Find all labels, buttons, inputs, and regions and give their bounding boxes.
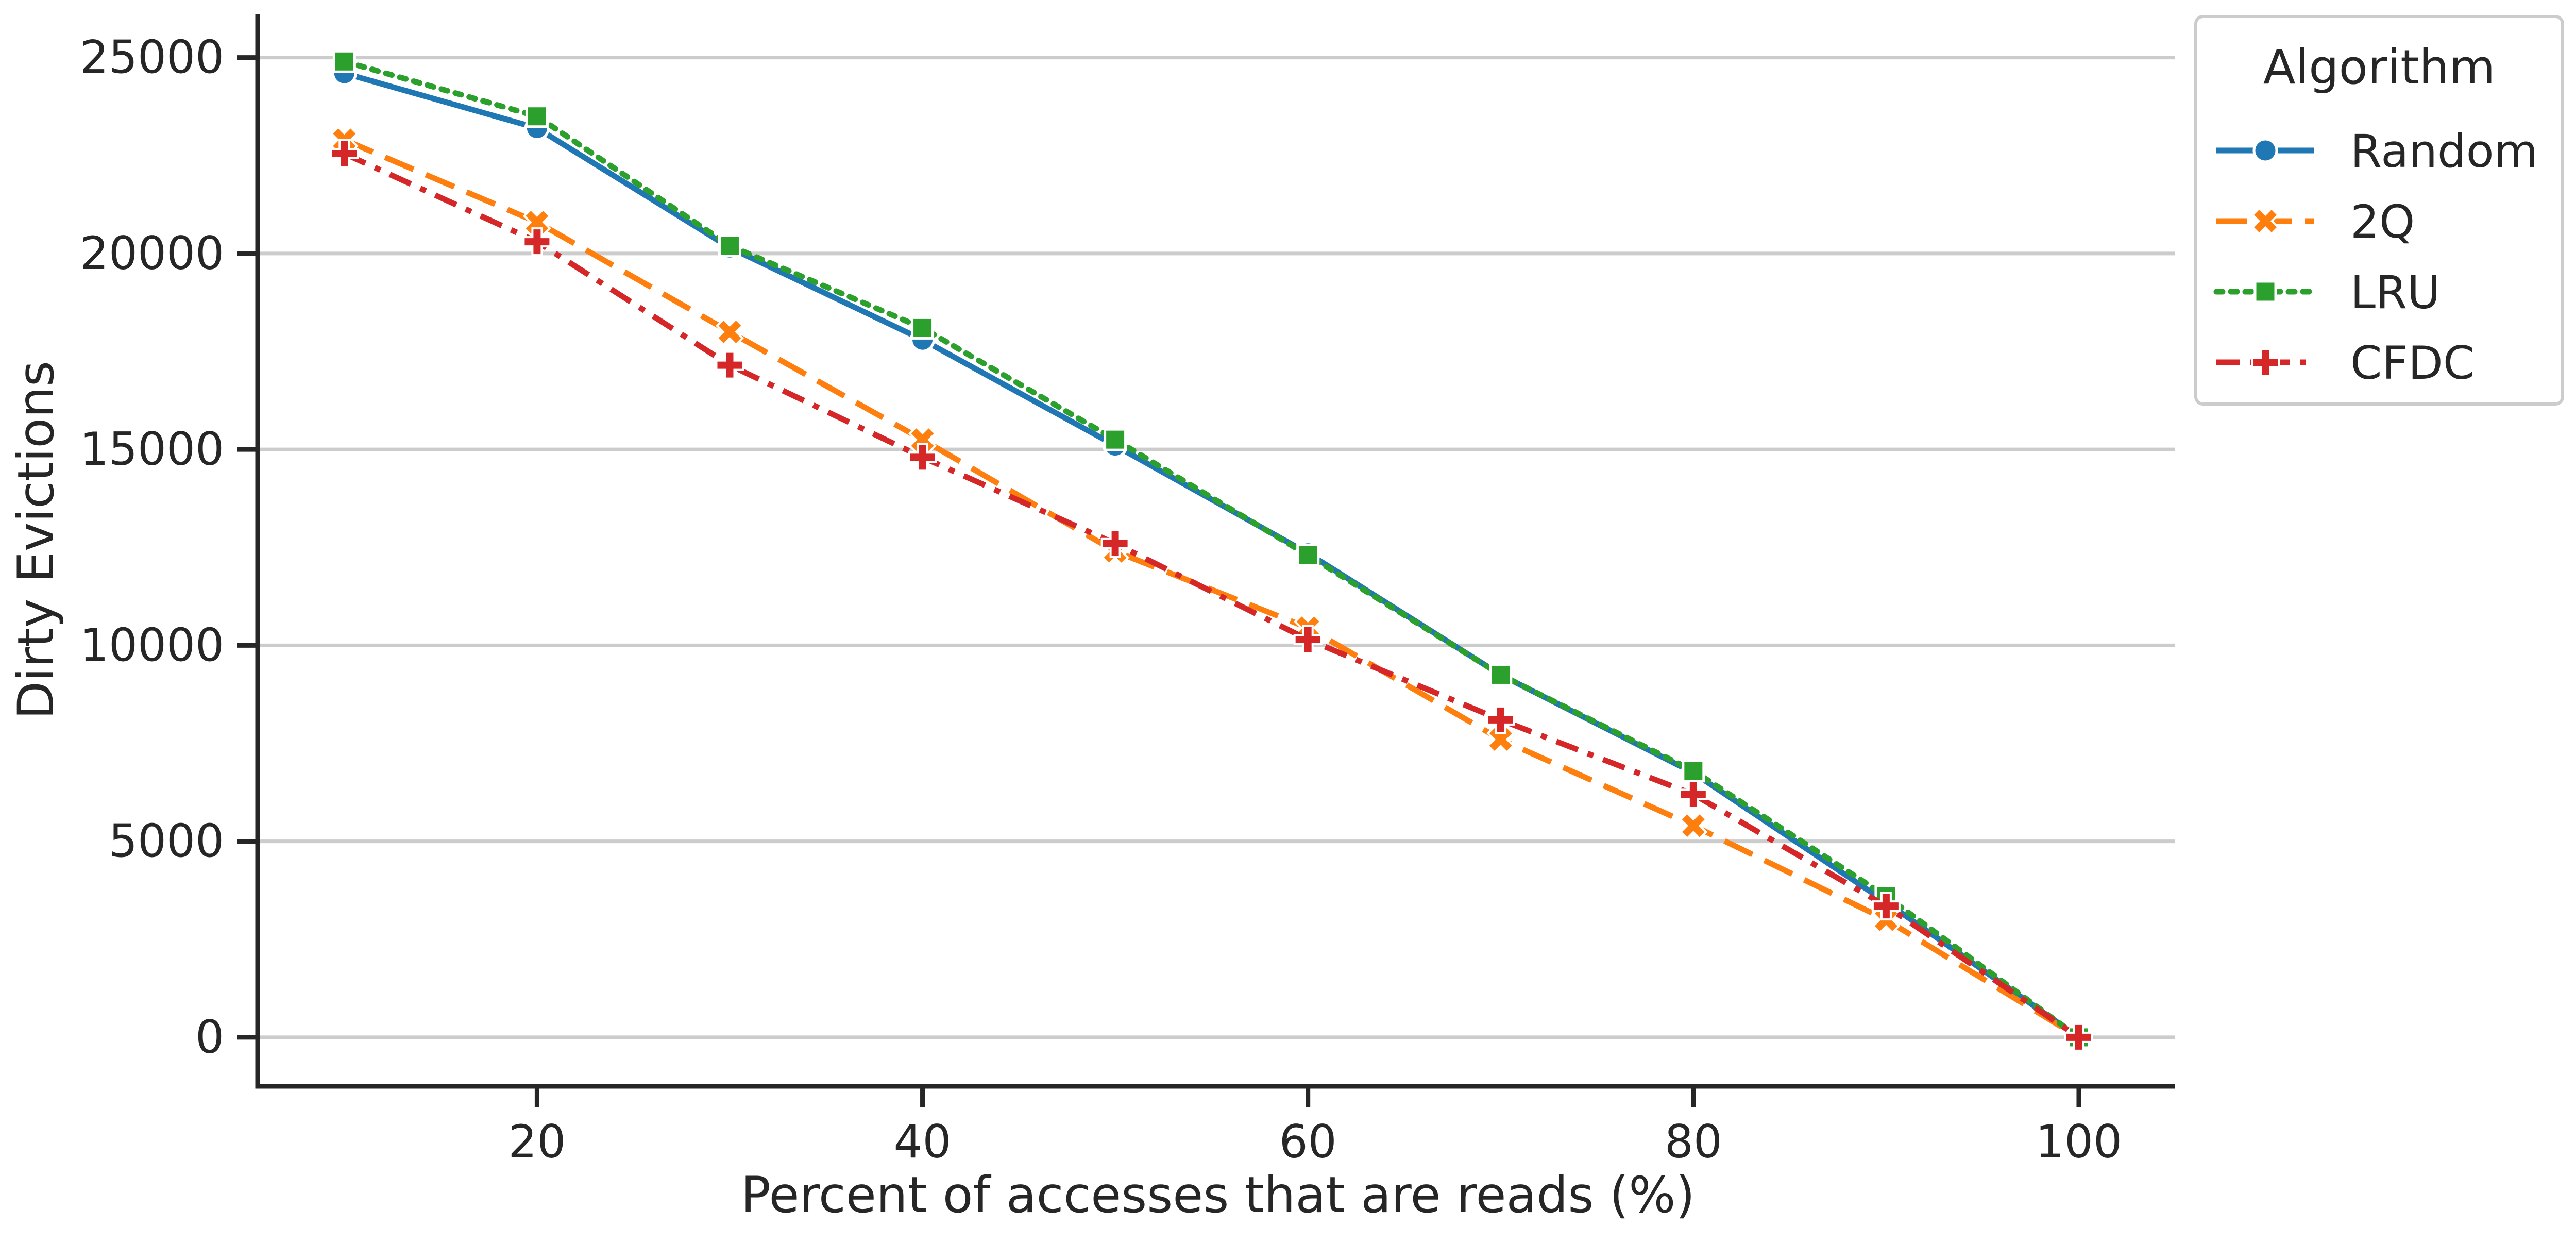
grid-lines	[258, 56, 2175, 1039]
legend-marker-random	[2252, 138, 2278, 163]
data-point-lru	[1296, 544, 1320, 567]
legend-box	[2194, 15, 2564, 406]
x-tick-label: 100	[2036, 1115, 2122, 1168]
data-point-cfdc	[1486, 705, 1515, 734]
y-tick-label: 25000	[80, 31, 224, 84]
y-tick-label: 20000	[80, 227, 224, 280]
data-point-2q-shape	[522, 208, 551, 237]
data-point-lru	[1682, 759, 1705, 783]
data-point-2q-shape	[1679, 811, 1708, 840]
legend-marker-2q-shape	[2251, 207, 2280, 236]
data-point-lru	[1104, 428, 1127, 451]
y-tick-label: 0	[195, 1011, 224, 1064]
data-point-lru	[911, 316, 935, 340]
data-point-cfdc	[330, 139, 359, 168]
legend-label-cfdc: CFDC	[2350, 337, 2475, 390]
data-point-2q	[1486, 725, 1515, 754]
y-tick-label: 15000	[80, 423, 224, 476]
legend-marker-2q	[2251, 207, 2280, 236]
x-tick-label: 40	[894, 1115, 952, 1168]
x-axis-label: Percent of accesses that are reads (%)	[741, 1166, 1695, 1224]
legend-label-2q: 2Q	[2350, 195, 2415, 248]
series-line-random	[343, 70, 2081, 1040]
y-tick-label: 10000	[80, 618, 224, 671]
legend-title: Algorithm	[2263, 40, 2496, 95]
legend-item-random: Random	[2216, 125, 2538, 178]
x-tick-label: 60	[1279, 1115, 1337, 1168]
legend: Algorithm Random 2Q LRU CFDC	[2194, 15, 2564, 406]
legend-marker-cfdc	[2251, 348, 2280, 377]
series-line-cfdc	[343, 150, 2081, 1040]
data-point-cfdc	[715, 350, 744, 380]
data-point-cfdc	[908, 443, 937, 472]
data-point-2q-shape	[1486, 725, 1515, 754]
axes: 0 5000 10000 15000 20000 25000 20 40 60 80 100 Perc…	[7, 14, 2175, 1224]
x-tick-label: 20	[508, 1115, 566, 1168]
series-lines	[330, 49, 2093, 1052]
data-point-lru	[718, 234, 741, 258]
series-random	[331, 60, 2092, 1050]
series-lru	[332, 49, 2091, 1049]
legend-label-random: Random	[2350, 125, 2538, 178]
data-point-lru	[525, 105, 549, 128]
data-point-cfdc	[1100, 529, 1130, 558]
x-tick-label: 80	[1665, 1115, 1722, 1168]
data-point-cfdc	[522, 227, 552, 257]
data-point-2q	[715, 317, 744, 346]
data-point-2q	[1679, 811, 1708, 840]
legend-item-cfdc: CFDC	[2216, 337, 2475, 390]
data-point-cfdc	[1679, 780, 1708, 809]
data-point-cfdc	[1871, 892, 1901, 921]
data-point-cfdc	[1293, 625, 1323, 654]
legend-label-lru: LRU	[2350, 266, 2441, 319]
legend-item-2q: 2Q	[2216, 195, 2415, 248]
data-point-lru	[1489, 663, 1513, 686]
legend-item-lru: LRU	[2213, 266, 2441, 319]
data-point-2q-shape	[715, 317, 744, 346]
legend-marker-lru	[2253, 280, 2277, 304]
series-cfdc	[330, 139, 2093, 1052]
data-point-lru	[332, 49, 356, 73]
data-point-cfdc	[2064, 1022, 2093, 1052]
y-tick-label: 5000	[109, 815, 224, 868]
series-line-lru	[341, 58, 2082, 1040]
data-point-2q	[522, 208, 551, 237]
y-axis-label: Dirty Evictions	[7, 361, 65, 719]
